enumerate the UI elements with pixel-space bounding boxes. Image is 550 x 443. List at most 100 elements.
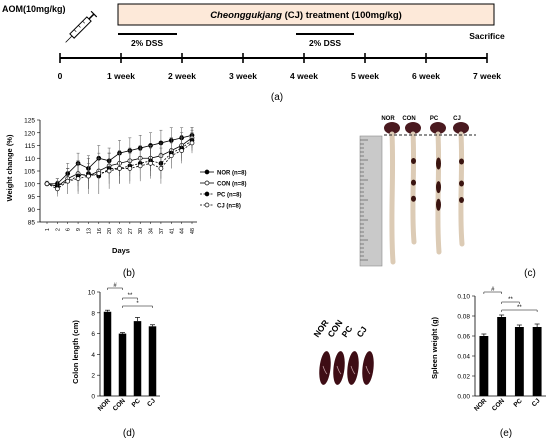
colon-length-chart: 0 2 4 6 8 10 NOR CON PC CJ # *** [88, 283, 160, 413]
treatment-box [117, 3, 495, 26]
colon-length-significance-label: # [113, 283, 117, 289]
spleen-weight-y-tick-label: 0.02 [457, 374, 470, 381]
photo-tumor [411, 179, 416, 186]
weight-x-tick-label: 48 [190, 228, 196, 234]
point-cj [75, 176, 81, 181]
week-label: 7 week [473, 71, 501, 81]
photo-tumor [436, 157, 441, 170]
week-label: 4 week [290, 71, 318, 81]
point-cj [96, 171, 102, 176]
weight-x-tick-label: 13 [86, 228, 92, 234]
panel-c-colon-photo: NOR CON PC CJ (c) [350, 112, 536, 279]
colon-length-y-tick-label: 10 [88, 290, 96, 297]
point-cj [44, 181, 50, 187]
legend-label-nor: NOR (n=8) [217, 171, 247, 177]
weight-chart-axes: 85 90 95 100 105 110 115 120 125 1 2 6 9 13 16 20 23 27 30… [24, 118, 197, 234]
spleen-weight-bar [479, 336, 489, 396]
spleen-photo-highlight [322, 365, 328, 375]
legend-marker [204, 202, 210, 208]
photo-group-label: CON [402, 116, 415, 122]
weight-x-tick-label: 16 [97, 228, 103, 234]
weight-y-tick-label: 105 [24, 169, 35, 176]
ruler [359, 135, 383, 267]
spleen-photo-highlight [365, 365, 371, 375]
spleen-photo-highlight [336, 365, 342, 375]
spleen-weight-significance-label: # [491, 287, 495, 293]
spleen-weight-y-tick-label: 0.04 [457, 354, 470, 361]
week-label: 3 week [229, 71, 257, 81]
legend-label-con: CON (n=8) [217, 182, 247, 188]
photo-group-label: NOR [381, 116, 395, 122]
photo-tumor [459, 158, 464, 165]
weight-y-tick-label: 85 [28, 220, 36, 227]
photo-group-labels: NOR CON PC CJ [381, 116, 461, 122]
week-label: 2 week [168, 71, 196, 81]
point-cj [158, 166, 164, 171]
colon-length-y-tick-label: 0 [91, 394, 95, 401]
spleen-photo-label: CJ [354, 324, 369, 339]
panel-label-b: (b) [123, 268, 135, 279]
photo-tumor [436, 181, 441, 194]
colon-length-y-label: Colon length (cm) [71, 320, 80, 384]
spleen-weight-y-tick-label: 0.10 [457, 294, 470, 301]
dss-label-1: 2% DSS [131, 38, 163, 48]
colon-length-category-label: NOR [97, 397, 112, 412]
panel-label-e: (e) [500, 428, 512, 439]
panel-label-d: (d) [123, 428, 135, 439]
weight-x-label: Days [112, 246, 130, 255]
colon-length-significance-label: * [136, 301, 139, 307]
dss-label-2: 2% DSS [309, 38, 341, 48]
ruler-ticks [360, 139, 368, 261]
weight-x-tick-label: 27 [128, 228, 134, 234]
spleen-weight-bar [497, 317, 507, 396]
colon-length-y-tick-label: 4 [91, 352, 95, 359]
spleen-weight-category-label: PC [512, 397, 524, 409]
weight-y-tick-label: 100 [24, 181, 35, 188]
legend-label-pc: PC (n=8) [217, 193, 242, 199]
colon-length-y-tick-label: 2 [91, 373, 95, 380]
weight-x-tick-label: 9 [76, 228, 82, 231]
colon-length-bar [148, 326, 157, 396]
photo-group-label: CJ [453, 116, 461, 122]
point-cj [148, 161, 153, 166]
point-cj [55, 186, 60, 192]
point-cj [127, 166, 133, 171]
colon-length-bar [103, 311, 112, 396]
weight-y-tick-label: 95 [28, 194, 36, 201]
spleen-photo-organ [319, 351, 331, 385]
point-cj [65, 178, 71, 184]
spleen-weight-y-tick-label: 0.06 [457, 334, 470, 341]
spleen-photo-organ [347, 351, 359, 385]
weight-y-tick-label: 110 [25, 156, 36, 163]
aom-label: AOM(10mg/kg) [2, 4, 66, 14]
colon-length-category-label: CJ [146, 397, 157, 408]
spleen-weight-category-label: CJ [531, 397, 542, 408]
spleen-weight-significance-label: ** [508, 297, 513, 303]
photo-group-label: PC [430, 116, 439, 122]
spleen-weight-bar [532, 327, 542, 396]
photo-tumor [459, 180, 464, 187]
weight-x-tick-label: 20 [107, 228, 113, 234]
photo-colons [389, 131, 465, 265]
weight-y-tick-label: 90 [28, 207, 36, 214]
spleen-weight-chart: 0.00 0.02 0.04 0.06 0.08 0.10 NOR CON PC CJ # ** ** [457, 287, 546, 413]
spleen-weight-y-label: Spleen weight (g) [430, 316, 439, 379]
weight-x-tick-label: 44 [180, 228, 186, 234]
weight-y-tick-label: 120 [24, 130, 35, 137]
panel-b-weight-chart: 85 90 95 100 105 110 115 120 125 1 2 6 9 13 16 20 23 27 30… [5, 118, 247, 280]
spleen-photo-organ [362, 351, 374, 385]
photo-tumor [436, 198, 441, 211]
panel-a-timeline: AOM(10mg/kg) Cheonggukjang (CJ) treatmen… [2, 3, 505, 103]
photo-spleen [384, 122, 400, 134]
weight-x-tick-label: 23 [118, 228, 124, 234]
spleen-weight-y-tick-label: 0.08 [457, 314, 470, 321]
photo-spleen [430, 122, 446, 134]
weight-x-tick-label: 34 [149, 228, 155, 234]
weight-x-tick-label: 1 [45, 228, 51, 231]
legend-marker [204, 191, 210, 197]
syringe-icon [65, 10, 98, 43]
colon-length-significance-label: ** [128, 293, 133, 299]
weight-x-tick-label: 2 [55, 228, 61, 231]
week-ticks: 0 1 week 2 week 3 week 4 week 5 week 6 week 7 w… [58, 53, 501, 81]
